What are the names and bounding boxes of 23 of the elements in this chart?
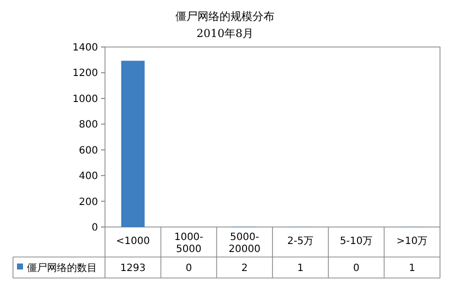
x-tick-label: 2-5万 [287,236,314,247]
y-tick-label: 1000 [72,94,98,105]
chart-title: 僵尸网络的规模分布 [176,10,274,23]
x-tick-label: >10万 [396,236,428,247]
data-label: 1293 [120,263,146,274]
y-tick-label: 0 [92,222,98,234]
x-tick-label: 5000-20000 [228,232,260,255]
x-tick-label: 5-10万 [340,236,373,247]
legend-label: 僵尸网络的数目 [27,262,97,274]
y-tick-label: 800 [78,120,98,131]
data-label: 1 [408,263,416,274]
chart-subtitle: 2010年8月 [196,27,254,40]
y-tick-label: 600 [78,145,98,156]
y-tick-label: 400 [78,171,98,182]
y-tick-label: 1400 [72,42,98,54]
data-label: 0 [186,263,192,274]
x-tick-label: 1000-5000 [174,232,204,255]
y-tick-label: 200 [78,196,98,208]
data-label: 2 [241,263,248,274]
x-tick-label: <1000 [116,236,150,247]
data-label: 0 [353,263,360,274]
data-label: 1 [297,263,304,274]
y-tick-label: 1200 [72,68,98,80]
